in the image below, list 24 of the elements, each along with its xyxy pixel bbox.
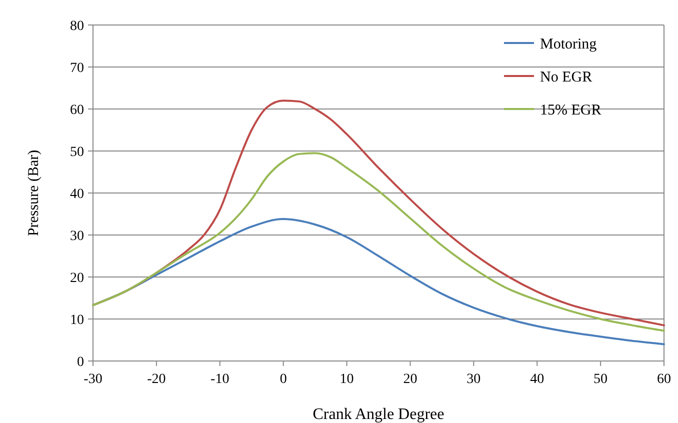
x-axis-title: Crank Angle Degree — [312, 406, 444, 423]
x-tick-label: -10 — [210, 372, 230, 387]
x-tick-label: 30 — [466, 372, 481, 387]
y-tick-label: 20 — [70, 270, 84, 286]
y-tick-label: 70 — [70, 60, 84, 76]
x-tick-label: 60 — [657, 372, 671, 387]
x-tick-label: 50 — [594, 372, 608, 387]
y-tick-label: 0 — [77, 354, 84, 370]
legend-label: No EGR — [540, 69, 592, 86]
x-tick-label: 20 — [403, 372, 418, 387]
x-tick-label: -30 — [84, 372, 102, 387]
y-tick-label: 50 — [70, 144, 84, 160]
y-axis-title: Pressure (Bar) — [26, 150, 42, 236]
y-tick-label: 10 — [70, 312, 84, 328]
legend-label: Motoring — [540, 36, 598, 52]
y-tick-label: 40 — [70, 186, 84, 202]
legend-label: 15% EGR — [540, 102, 602, 118]
x-tick-label: 40 — [530, 372, 544, 387]
x-tick-label: 10 — [340, 372, 354, 387]
x-tick-label: -20 — [147, 372, 166, 387]
y-tick-label: 80 — [70, 18, 84, 34]
y-tick-label: 30 — [70, 228, 84, 244]
y-tick-label: 60 — [70, 102, 84, 118]
x-tick-label: 0 — [280, 372, 287, 387]
